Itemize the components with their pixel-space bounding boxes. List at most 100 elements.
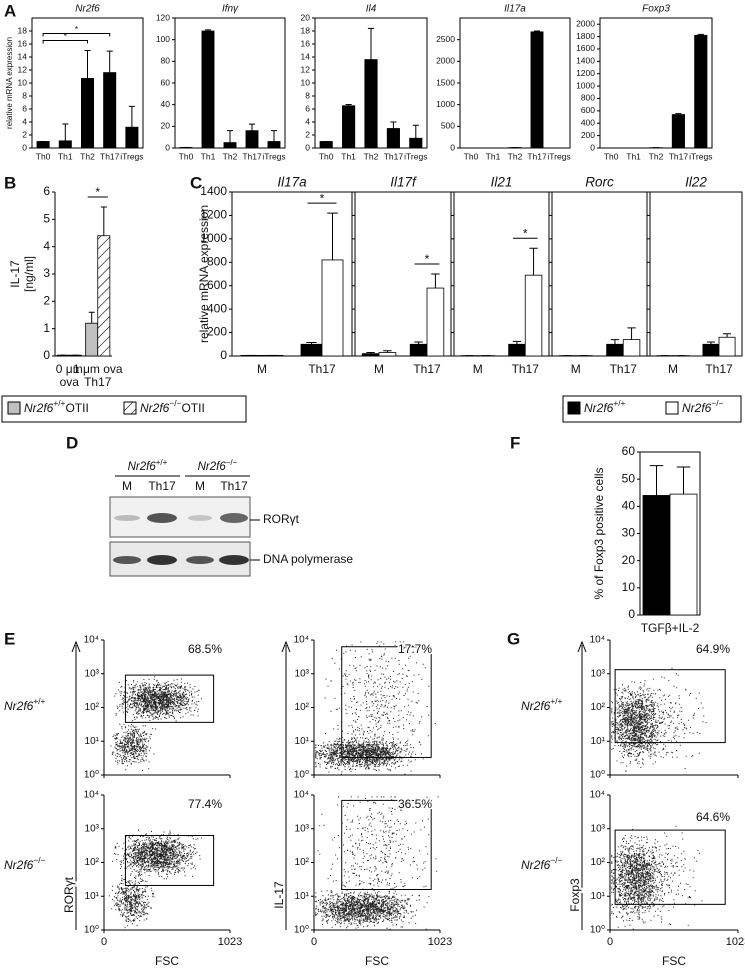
x-tick-label: Th2 — [80, 151, 95, 161]
genotype-superscript: −/− — [169, 398, 181, 408]
bar — [201, 30, 215, 149]
x-tick-label: M — [668, 362, 678, 376]
error-bar — [529, 247, 538, 276]
y-tick-label: 10² — [85, 857, 100, 868]
x-tick-label: Th1 — [201, 151, 216, 161]
bar — [718, 336, 736, 357]
y-axis-label: [ng/ml] — [22, 256, 36, 292]
y-tick-label: 10³ — [85, 823, 100, 834]
genotype-superscript: −/− — [33, 855, 45, 865]
chart-title: Il21 — [491, 175, 513, 190]
x-tick-label: 0 μm — [56, 362, 83, 376]
x-tick-label: M — [571, 362, 581, 376]
genotype-superscript: −/− — [711, 398, 723, 408]
x-tick-label: Th1 — [58, 151, 73, 161]
y-tick-label: 1400 — [200, 184, 227, 198]
error-bar — [366, 351, 375, 354]
bar — [508, 343, 526, 357]
lane-label: M — [122, 479, 132, 493]
x-tick-label: Th17 — [384, 151, 404, 161]
event-dots — [110, 676, 202, 771]
y-tick-label: 10⁴ — [84, 790, 99, 801]
gene-name: Nr2f6 — [24, 401, 54, 415]
y-tick-label: 20 — [301, 12, 311, 22]
plot-frame — [649, 191, 743, 357]
chart-title: Rorc — [585, 175, 614, 190]
significance-label: * — [95, 185, 100, 199]
chart-title: Il22 — [685, 175, 707, 190]
x-tick-label: 1 μm ova — [73, 362, 123, 376]
y-tick-label: 1000 — [436, 99, 455, 109]
error-bar — [412, 124, 419, 139]
name-suffix: OTII — [65, 401, 88, 415]
y-tick-label: 6 — [22, 103, 27, 113]
genotype-superscript: +/+ — [53, 398, 65, 408]
event-dots — [315, 641, 436, 775]
error-bar — [649, 465, 664, 496]
y-tick-label: 800 — [581, 93, 595, 103]
x-tick-label: 1023 — [218, 936, 242, 948]
bar — [669, 493, 698, 616]
y-tick-label: 18 — [18, 25, 28, 35]
error-bar — [100, 206, 107, 236]
x-tick-label: Th0 — [36, 151, 51, 161]
chart-title: Il17a — [504, 4, 526, 15]
x-tick-label: M — [374, 362, 384, 376]
bar — [530, 31, 544, 149]
y-tick-label: 10⁴ — [590, 790, 605, 801]
y-tick-label: 10⁰ — [84, 925, 99, 936]
y-tick-label: 8 — [22, 90, 27, 100]
significance-label: * — [75, 24, 79, 34]
gene-name: Nr2f6 — [584, 401, 614, 415]
y-axis-label: IL-17 — [272, 881, 286, 909]
y-tick-label: 100 — [156, 34, 170, 44]
chart-title: Foxp3 — [642, 4, 670, 15]
y-axis-label: IL-17 — [8, 260, 22, 288]
plot-frame — [459, 17, 571, 149]
y-tick-label: 12 — [18, 64, 28, 74]
genotype-superscript: −/− — [550, 855, 562, 865]
x-tick-label: Th17 — [610, 362, 638, 376]
y-tick-label: 40 — [161, 99, 171, 109]
bar — [642, 495, 671, 616]
bar — [694, 34, 708, 149]
panel-label: E — [4, 629, 15, 648]
y-tick-label: 10³ — [591, 668, 606, 679]
gate-percentage: 64.9% — [696, 642, 730, 656]
y-tick-label: 10³ — [85, 668, 100, 679]
event-dots — [611, 825, 703, 930]
y-axis-label: relative mRNA expression — [197, 205, 211, 343]
bar — [223, 142, 237, 149]
y-tick-label: 10¹ — [295, 736, 310, 747]
error-bar — [84, 50, 91, 79]
y-tick-label: 16 — [18, 38, 28, 48]
bar — [85, 322, 99, 357]
event-dots — [315, 796, 439, 930]
y-tick-label: 10⁰ — [590, 925, 605, 936]
chart-title: Il17a — [277, 175, 307, 190]
y-axis-label: Foxp3 — [568, 878, 582, 912]
gate — [614, 669, 726, 744]
x-tick-label: ova — [60, 375, 80, 389]
chart-title: Il17f — [390, 175, 417, 190]
error-bar — [414, 341, 423, 345]
gate — [341, 646, 432, 758]
x-tick-label: Th17 — [308, 362, 336, 376]
legend-box — [562, 395, 742, 423]
lane-label: M — [195, 479, 205, 493]
y-tick-label: 12 — [301, 64, 311, 74]
x-tick-label: iTregs — [404, 151, 427, 161]
significance-label: * — [523, 226, 528, 240]
panel-label: C — [190, 173, 202, 192]
event-dots — [611, 667, 707, 772]
legend-swatch — [665, 401, 679, 415]
y-tick-label: 3 — [43, 266, 50, 280]
y-axis-label: relative mRNA expression — [5, 37, 14, 129]
x-tick-label: Th17 — [100, 151, 120, 161]
y-tick-label: 10⁴ — [294, 635, 309, 646]
bar — [319, 141, 333, 149]
y-tick-label: 10² — [85, 702, 100, 713]
bar — [245, 130, 259, 149]
gate-percentage: 36.5% — [398, 797, 432, 811]
y-tick-label: 10¹ — [591, 891, 606, 902]
